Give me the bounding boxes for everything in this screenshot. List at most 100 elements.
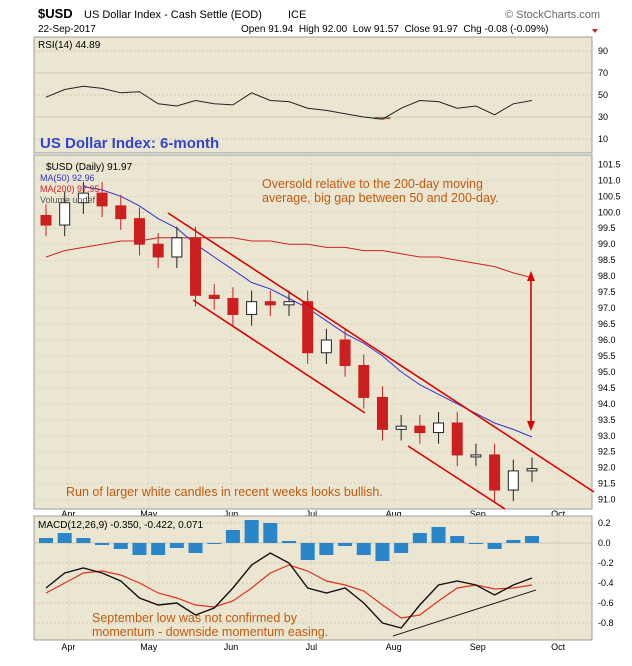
macd-histogram-bar: [506, 540, 521, 543]
annotation-white-candles: Run of larger white candles in recent we…: [66, 485, 383, 499]
legend-usd-daily: $USD (Daily) 91.97: [46, 162, 133, 173]
channel-lower-line-2: [407, 445, 506, 510]
channel-lower-line: [192, 299, 366, 414]
rsi-tick-label: 10: [598, 134, 608, 144]
macd-x-tick-label: Jul: [306, 642, 318, 652]
candle-body: [283, 301, 295, 306]
macd-histogram-bar: [394, 543, 409, 553]
macd-histogram-bar: [132, 543, 147, 555]
price-x-tick-label: Aug: [386, 509, 402, 519]
macd-histogram-bar: [113, 543, 128, 549]
macd-histogram-bar: [244, 520, 259, 543]
price-tick-label: 91.5: [598, 479, 616, 489]
macd-trend-line: [392, 589, 537, 637]
price-tick-label: 93.5: [598, 415, 616, 425]
price-tick-label: 94.0: [598, 399, 616, 409]
macd-x-tick-label: Oct: [551, 642, 566, 652]
gap-arrow-up-icon: [527, 271, 535, 281]
macd-tick-label: -0.6: [598, 598, 614, 608]
macd-histogram-bar: [487, 543, 502, 549]
macd-tick-label: 0.0: [598, 538, 611, 548]
chart-title: US Dollar Index: 6-month: [40, 135, 219, 152]
candle-body: [208, 294, 220, 299]
rsi-panel: 10 30 50 70 90 RSI(14) 44.89: [33, 36, 608, 154]
macd-x-tick-label: Sep: [470, 642, 486, 652]
macd-histogram-bar: [525, 536, 539, 543]
gap-arrow-down-icon: [527, 421, 535, 431]
macd-histogram-bar: [39, 538, 53, 543]
price-tick-label: 98.5: [598, 255, 616, 265]
annotation-oversold-line1: Oversold relative to the 200-day moving: [262, 177, 483, 191]
candle-body: [77, 192, 89, 204]
price-tick-label: 95.5: [598, 351, 616, 361]
rsi-legend: RSI(14) 44.89: [38, 40, 101, 51]
candle-body: [40, 214, 52, 226]
price-tick-label: 99.0: [598, 239, 616, 249]
channel-upper-line: [167, 212, 595, 493]
price-tick-label: 92.5: [598, 447, 616, 457]
macd-line: [45, 552, 533, 629]
annotation-september-low-line2: momentum - downside momentum easing.: [92, 625, 328, 639]
candle-body: [470, 454, 482, 458]
price-tick-label: 100.5: [598, 191, 621, 201]
legend-ma200: MA(200) 97.95: [40, 184, 100, 194]
macd-legend: MACD(12,26,9) -0.350, -0.422, 0.071: [38, 520, 204, 531]
macd-histogram-bar: [169, 543, 184, 548]
candle-body: [171, 237, 183, 258]
macd-histogram-bar: [450, 536, 465, 543]
candle-body: [489, 454, 501, 491]
annotation-oversold-line2: average, big gap between 50 and 200-day.: [262, 191, 499, 205]
macd-tick-label: 0.2: [598, 518, 611, 528]
price-tick-label: 93.0: [598, 431, 616, 441]
rsi-tick-label: 30: [598, 112, 608, 122]
macd-x-tick-label: May: [140, 642, 158, 652]
macd-histogram-bar: [188, 543, 203, 553]
price-tick-label: 91.0: [598, 495, 616, 505]
price-tick-label: 97.0: [598, 303, 616, 313]
price-tick-label: 92.0: [598, 463, 616, 473]
price-x-tick-label: May: [140, 509, 158, 519]
macd-histogram-bar: [95, 543, 110, 545]
chart-header: $USD US Dollar Index - Cash Settle (EOD)…: [38, 6, 600, 35]
candle-body: [451, 422, 463, 456]
macd-x-tick-label: Aug: [386, 642, 402, 652]
candle-body: [302, 301, 314, 354]
macd-histogram-bar: [431, 527, 446, 543]
candle-body: [264, 301, 276, 306]
macd-x-tick-label: Jun: [224, 642, 239, 652]
legend-ma50: MA(50) 92.96: [40, 173, 95, 183]
rsi-tick-label: 90: [598, 46, 608, 56]
candle-body: [526, 468, 538, 472]
date-label: 22-Sep-2017: [38, 24, 96, 35]
macd-histogram-bar: [76, 538, 91, 543]
macd-signal-line: [45, 564, 533, 619]
candle-body: [376, 396, 388, 430]
candle-body: [115, 205, 127, 220]
price-tick-label: 96.0: [598, 335, 616, 345]
stockcharts-brand: © StockCharts.com: [505, 9, 600, 21]
macd-tick-label: -0.2: [598, 558, 614, 568]
candle-body: [414, 425, 426, 434]
price-tick-label: 101.0: [598, 175, 621, 185]
price-legend: $USD (Daily) 91.97 MA(50) 92.96 MA(200) …: [40, 162, 133, 205]
candle-body: [339, 339, 351, 367]
price-tick-label: 94.5: [598, 383, 616, 393]
index-name-label: US Dollar Index - Cash Settle (EOD): [84, 9, 262, 21]
rsi-oversold-shade: [374, 117, 391, 120]
macd-x-tick-label: Apr: [61, 642, 75, 652]
candle-body: [96, 192, 108, 207]
price-x-tick-label: Apr: [61, 509, 75, 519]
candle-body: [190, 237, 202, 296]
macd-histogram-bar: [375, 543, 390, 561]
exchange-label: ICE: [288, 9, 306, 21]
rsi-line: [45, 85, 533, 120]
price-tick-label: 98.0: [598, 271, 616, 281]
macd-histogram-bar: [412, 533, 427, 543]
price-tick-label: 95.0: [598, 367, 616, 377]
rsi-tick-label: 70: [598, 68, 608, 78]
candle-body: [133, 218, 145, 245]
candle-body: [395, 425, 407, 430]
macd-histogram-bar: [356, 543, 371, 555]
macd-histogram-bar: [225, 530, 240, 543]
price-tick-label: 101.5: [598, 159, 621, 169]
